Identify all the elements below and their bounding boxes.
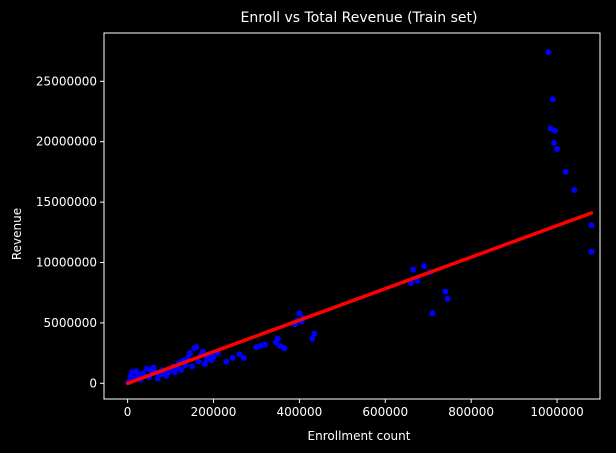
scatter-point xyxy=(588,248,595,255)
scatter-point xyxy=(549,96,556,103)
scatter-point xyxy=(571,187,578,193)
scatter-point xyxy=(296,310,303,317)
axes-frame xyxy=(103,32,601,400)
scatter-point xyxy=(193,344,200,351)
scatter-point xyxy=(186,350,193,357)
scatter-point xyxy=(554,146,561,152)
scatter-point xyxy=(551,139,558,146)
scatter-point xyxy=(545,49,552,56)
scatter-point xyxy=(171,369,178,376)
regression-line xyxy=(125,211,594,386)
x-tick-label: 1000000 xyxy=(530,405,583,419)
plot-area xyxy=(125,49,595,386)
scatter-point xyxy=(262,341,268,348)
x-axis-label: Enrollment count xyxy=(308,429,411,443)
scatter-point xyxy=(210,353,217,360)
scatter-point xyxy=(201,361,208,367)
chart-title: Enroll vs Total Revenue (Train set) xyxy=(241,10,478,26)
y-tick-label: 15000000 xyxy=(36,195,97,209)
scatter-point xyxy=(551,127,558,134)
scatter-point xyxy=(442,288,449,295)
scatter-point xyxy=(223,358,230,365)
y-axis-label: Revenue xyxy=(10,208,24,260)
scatter-point xyxy=(562,168,569,175)
x-tick-label: 200000 xyxy=(191,405,237,419)
x-tick-label: 400000 xyxy=(276,405,322,419)
scatter-point xyxy=(236,351,243,358)
y-tick-label: 0 xyxy=(89,376,97,390)
scatter-point xyxy=(420,263,427,270)
y-tick-label: 5000000 xyxy=(44,316,97,330)
scatter-point xyxy=(274,335,281,342)
axes: 0 200000 400000 600000 800000 100000005000000… xyxy=(36,32,601,419)
y-tick-label: 10000000 xyxy=(36,256,97,270)
y-tick-label: 20000000 xyxy=(36,135,97,149)
y-tick-label: 25000000 xyxy=(36,74,97,88)
scatter-point xyxy=(410,266,417,273)
scatter-point xyxy=(429,310,436,317)
scatter-point xyxy=(229,354,236,361)
x-tick-label: 0 xyxy=(124,405,132,419)
scatter-point xyxy=(240,354,247,361)
scatter-point xyxy=(281,345,288,352)
scatter-point xyxy=(150,364,157,371)
scatter-point xyxy=(311,330,318,337)
x-tick-label: 800000 xyxy=(448,405,494,419)
scatter-point xyxy=(178,367,185,373)
scatter-point xyxy=(588,222,595,229)
scatter-point xyxy=(189,363,195,370)
scatter-point xyxy=(444,295,451,302)
x-tick-label: 600000 xyxy=(362,405,408,419)
scatter-point xyxy=(195,358,202,365)
scatter-point xyxy=(309,335,316,342)
